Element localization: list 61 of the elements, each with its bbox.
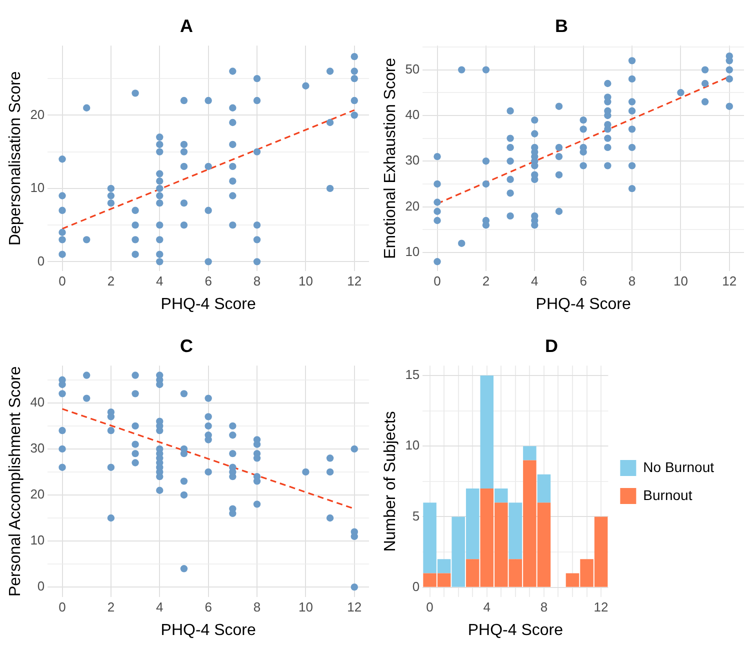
x-tick-label: 8 [253,600,261,615]
x-axis-title: PHQ-4 Score [160,622,256,639]
y-tick-label: 20 [405,198,420,214]
x-axis-title: PHQ-4 Score [536,296,631,313]
y-axis-title: Depersonalisation Score [7,71,24,246]
x-tick-label: 12 [594,600,608,615]
y-tick-label: 30 [405,152,420,168]
x-tick-label: 8 [253,274,261,289]
x-tick-label: 6 [204,274,212,289]
legend-label: Burnout [643,486,692,503]
x-tick-label: 4 [156,600,164,615]
y-tick-label: 10 [30,180,45,196]
x-tick-label: 12 [347,600,362,615]
x-tick-label: 4 [156,274,164,289]
x-tick-label: 2 [107,600,115,615]
x-axis-title: PHQ-4 Score [160,296,256,313]
chart-title: C [180,336,193,356]
x-tick-label: 12 [722,274,737,289]
legend-label: No Burnout [643,458,714,475]
y-tick-label: 5 [412,508,420,524]
y-tick-label: 30 [30,440,45,456]
y-tick-label: 10 [405,438,420,453]
x-tick-label: 4 [483,600,490,615]
x-axis-title: PHQ-4 Score [468,622,564,639]
chart-title: A [180,16,193,36]
y-tick-label: 0 [412,578,420,594]
x-tick-label: 0 [426,600,434,615]
y-tick-label: 15 [405,367,420,382]
x-tick-label: 4 [531,274,538,289]
x-tick-label: 0 [58,600,66,615]
x-tick-label: 8 [540,600,548,615]
bar [480,375,494,488]
bar [523,446,536,460]
y-axis-title: Personal Accomplishment Score [7,366,24,597]
y-tick-label: 40 [30,394,45,410]
y-tick-label: 10 [30,532,45,548]
chart-title: D [545,336,558,356]
x-tick-label: 10 [673,274,688,289]
y-tick-label: 50 [405,61,420,76]
x-tick-label: 0 [434,274,441,289]
y-axis-title: Emotional Exhaustion Score [382,58,400,259]
x-tick-label: 6 [204,600,212,615]
y-tick-label: 0 [37,253,45,268]
bar [537,474,551,503]
y-tick-label: 20 [30,106,45,122]
bar [508,502,522,560]
y-tick-label: 10 [405,244,420,260]
x-tick-label: 2 [482,274,490,289]
x-tick-label: 10 [298,274,313,289]
x-tick-label: 6 [580,274,587,289]
y-tick-label: 20 [30,486,45,502]
y-tick-label: 40 [405,107,420,122]
x-tick-label: 8 [628,274,636,289]
y-tick-label: 0 [37,578,45,594]
chart-title: B [555,16,568,36]
x-tick-label: 10 [298,600,313,615]
y-axis-title: Number of Subjects [382,411,400,552]
x-tick-label: 0 [58,274,66,289]
x-tick-label: 12 [347,274,362,289]
x-tick-label: 2 [107,274,115,289]
bar [494,488,508,503]
